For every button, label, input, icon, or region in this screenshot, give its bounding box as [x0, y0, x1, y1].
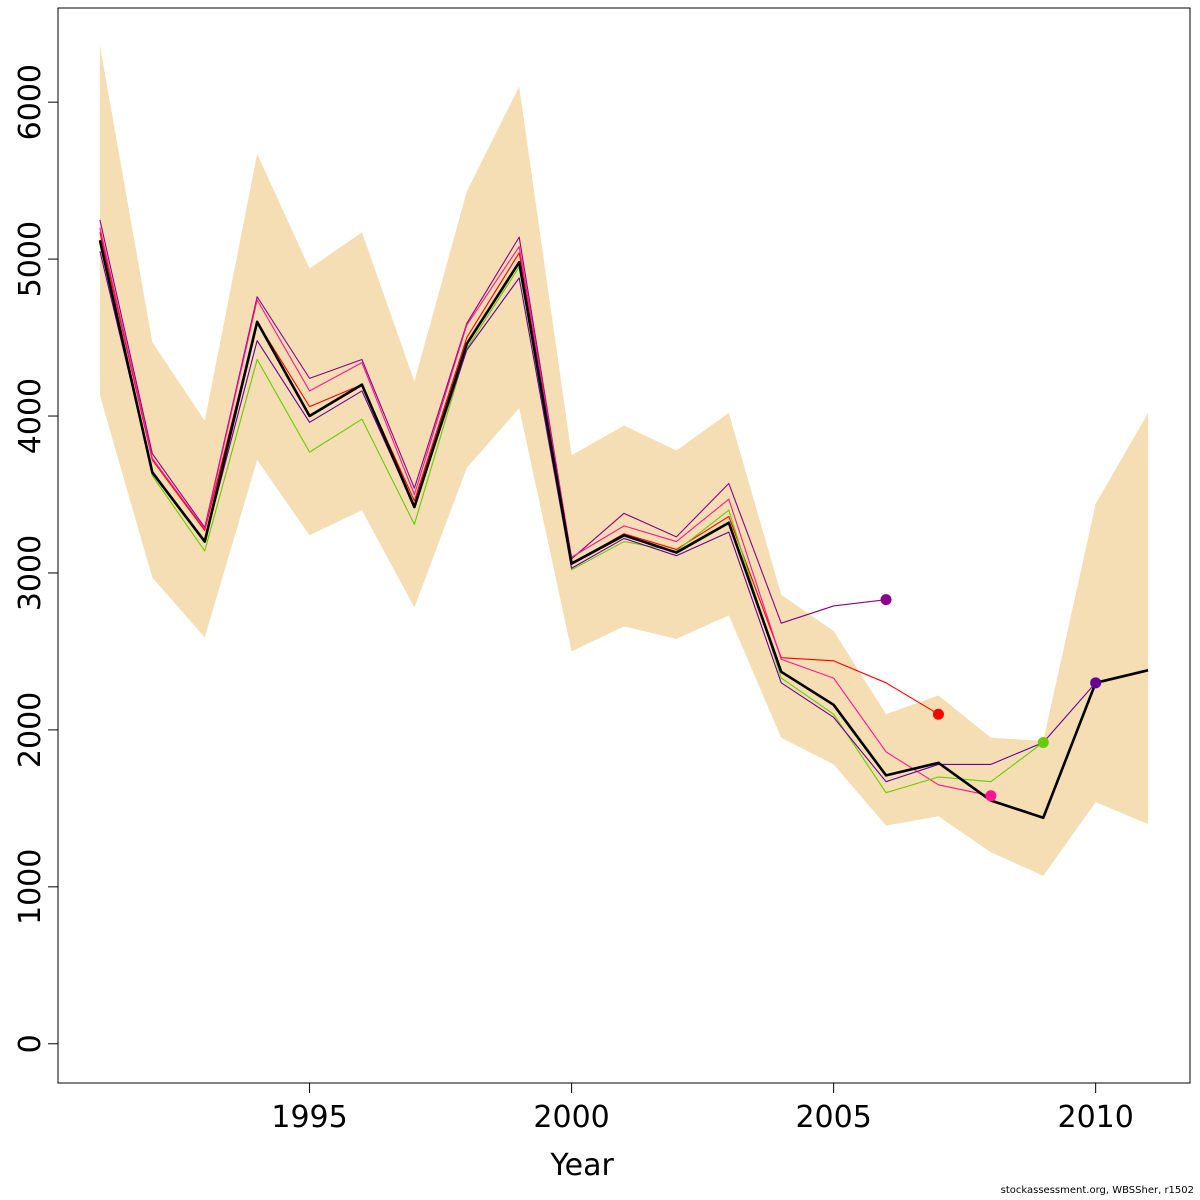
series-line-2 — [99, 227, 991, 797]
series-end-points — [880, 594, 1102, 802]
confidence-band — [99, 45, 1149, 876]
plot-frame — [57, 7, 1191, 1084]
series-end-point-1 — [932, 708, 944, 720]
series-line-5 — [98, 239, 1149, 820]
x-tick-label: 1995 — [271, 1100, 347, 1135]
y-tick-label: 6000 — [13, 64, 48, 140]
series-end-point-2 — [985, 790, 997, 802]
y-tick-label: 5000 — [13, 221, 48, 297]
credit-text: stockassessment.org, WBSSher, r1502 — [1000, 1185, 1194, 1196]
series-line-4 — [99, 251, 1097, 783]
y-axis: 0 1000 2000 3000 4000 5000 6000 — [13, 64, 58, 1053]
y-tick-label: 4000 — [13, 378, 48, 454]
series-lines — [98, 219, 1149, 820]
y-tick-label: 2000 — [13, 692, 48, 768]
x-tick-label: 2010 — [1057, 1100, 1133, 1135]
x-tick-label: 2000 — [533, 1100, 609, 1135]
series-end-point-0 — [880, 594, 892, 606]
series-line-3 — [99, 243, 1044, 794]
x-axis: 1995 2000 2005 2010 — [271, 1083, 1134, 1135]
y-tick-label: 3000 — [13, 535, 48, 611]
y-tick-label: 0 — [13, 1034, 48, 1053]
x-axis-title: Year — [549, 1148, 614, 1183]
x-tick-label: 2005 — [795, 1100, 871, 1135]
series-end-point-4 — [1090, 677, 1102, 689]
confidence-band-area — [99, 45, 1149, 876]
y-tick-label: 1000 — [13, 849, 48, 925]
series-end-point-3 — [1037, 736, 1049, 748]
